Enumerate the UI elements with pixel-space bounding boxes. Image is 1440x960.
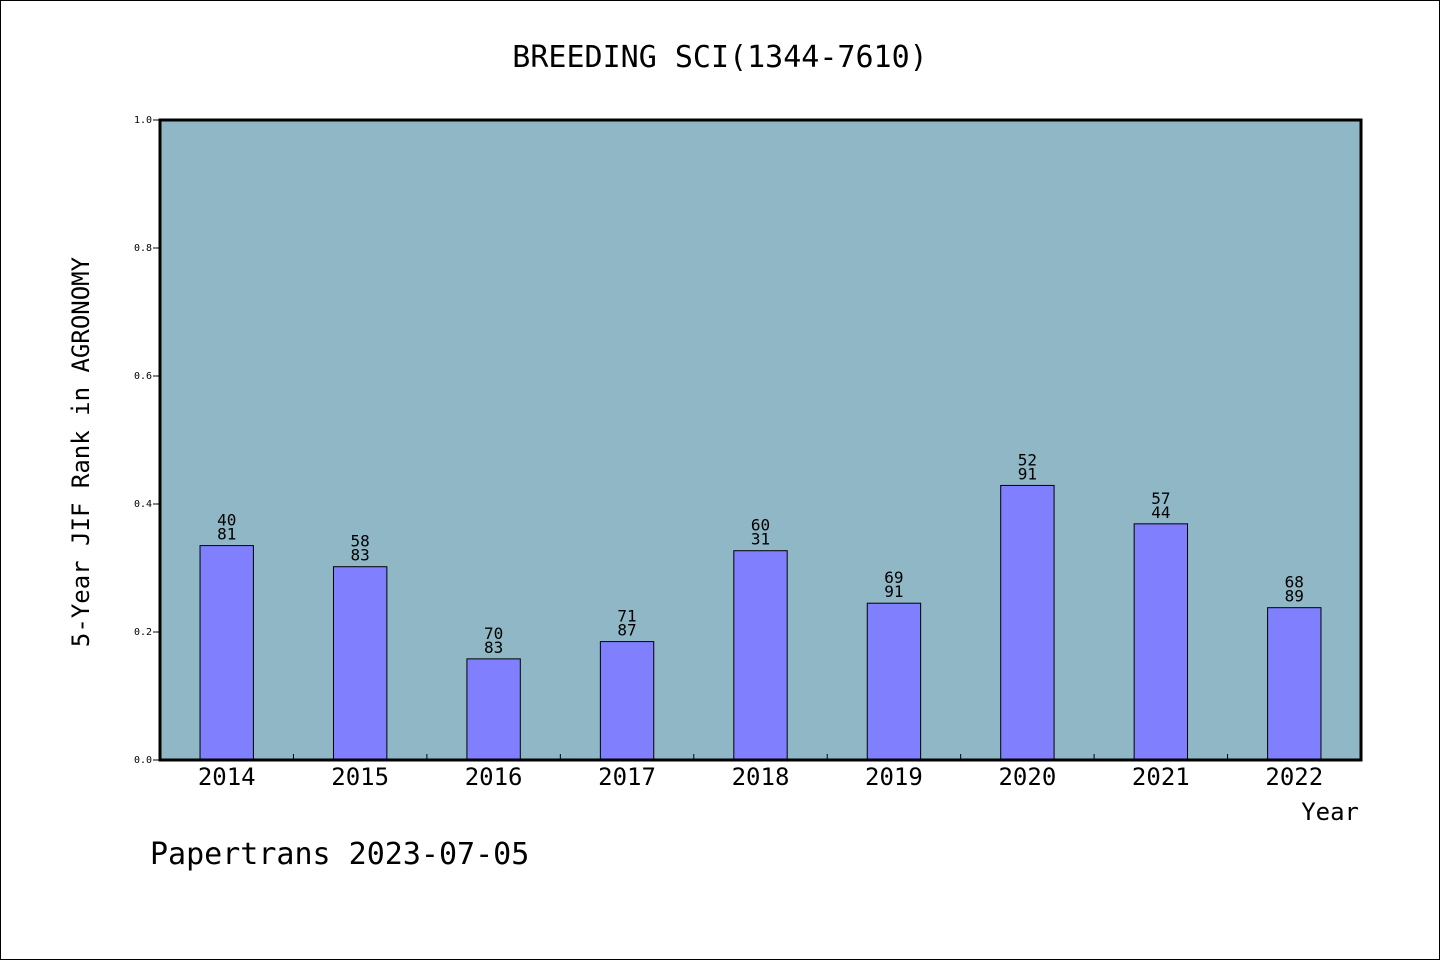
bar-2015 <box>332 566 388 761</box>
y-tick-label: 1.0 <box>134 115 152 126</box>
data-label: 44 <box>1151 503 1170 522</box>
data-label: 91 <box>1018 464 1037 483</box>
data-label: 40 <box>217 511 236 530</box>
bar-2020 <box>1000 484 1055 761</box>
data-label: 58 <box>351 532 370 551</box>
bar-2018 <box>733 550 788 761</box>
data-label: 57 <box>1151 489 1170 508</box>
x-axis: 2014 2015 2016 2017 2018 2019 2020 2021 2022 <box>198 754 1323 791</box>
y-tick-label: 0.2 <box>134 627 152 638</box>
data-label: 60 <box>751 516 770 535</box>
y-tick-label: 0.6 <box>134 371 152 382</box>
x-tick-label: 2019 <box>865 763 923 791</box>
x-tick-label: 2016 <box>465 763 523 791</box>
bar-series <box>199 484 1322 761</box>
bar-2019 <box>866 602 922 761</box>
data-label: 81 <box>217 525 236 544</box>
x-tick-label: 2022 <box>1265 763 1323 791</box>
x-tick-label: 2014 <box>198 763 256 791</box>
bar-2016 <box>466 658 521 761</box>
data-label: 71 <box>617 607 636 626</box>
y-tick-label: 0.0 <box>134 755 152 766</box>
bar-2017 <box>599 641 655 761</box>
data-label: 83 <box>351 546 370 565</box>
data-label: 89 <box>1285 587 1304 606</box>
data-label: 83 <box>484 638 503 657</box>
x-tick-label: 2017 <box>598 763 656 791</box>
bar-2022 <box>1267 607 1322 761</box>
chart-title: BREEDING SCI(1344-7610) <box>512 40 927 75</box>
x-tick-label: 2018 <box>732 763 790 791</box>
y-tick-label: 0.8 <box>134 243 152 254</box>
footer-credit: Papertrans 2023-07-05 <box>150 837 529 872</box>
plot-border <box>158 118 1363 762</box>
data-label: 91 <box>884 582 903 601</box>
y-axis-label: 5-Year JIF Rank in AGRONOMY <box>67 256 95 647</box>
bar-2021 <box>1133 523 1189 761</box>
x-tick-label: 2020 <box>998 763 1056 791</box>
data-label: 70 <box>484 624 503 643</box>
data-label: 31 <box>751 530 770 549</box>
x-axis-label: Year <box>1301 798 1359 826</box>
bar-2014 <box>199 545 254 761</box>
data-label: 68 <box>1285 573 1304 592</box>
data-label: 52 <box>1018 450 1037 469</box>
x-tick-label: 2021 <box>1132 763 1190 791</box>
y-axis: 0.0 0.2 0.4 0.6 0.8 1.0 <box>134 115 160 766</box>
data-label: 87 <box>617 621 636 640</box>
data-label: 69 <box>884 568 903 587</box>
y-tick-label: 0.4 <box>134 499 152 510</box>
x-tick-label: 2015 <box>331 763 389 791</box>
